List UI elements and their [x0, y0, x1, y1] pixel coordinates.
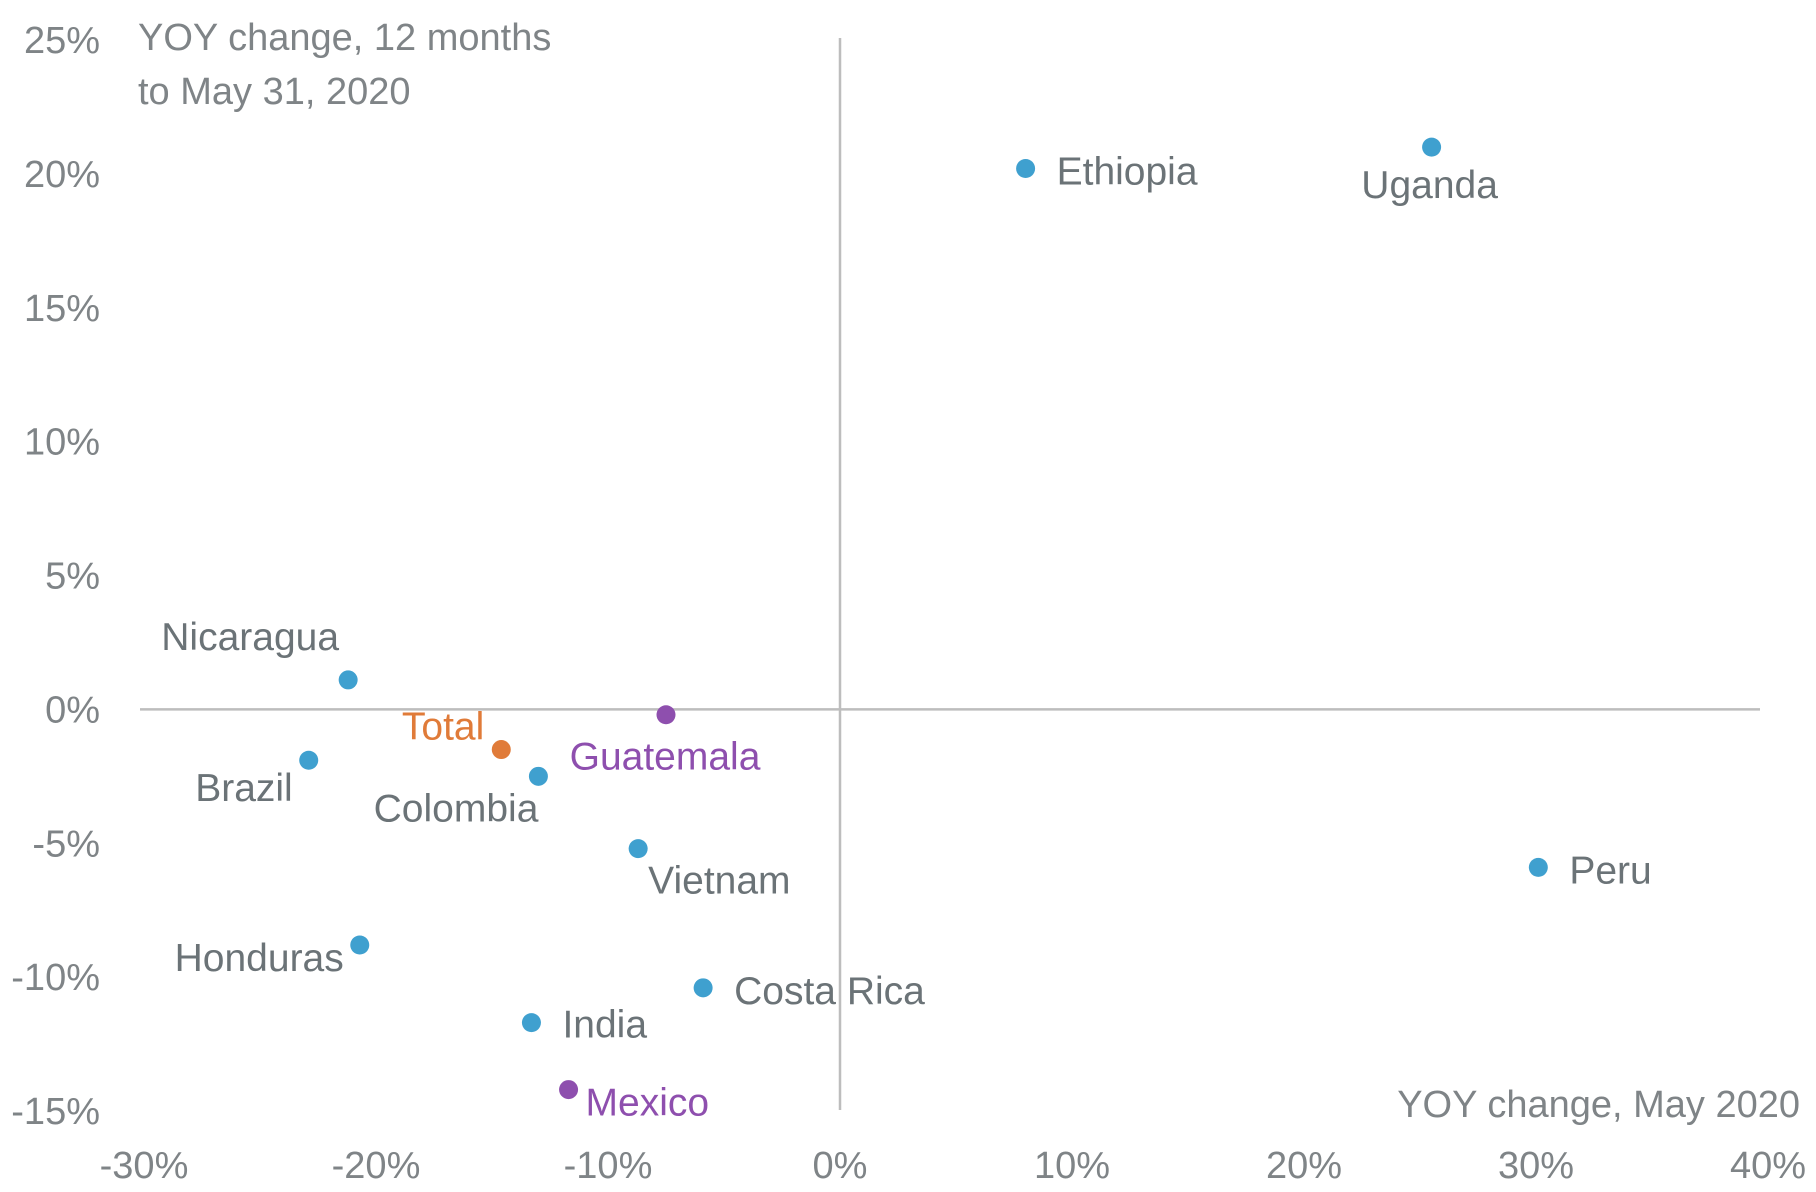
point-label-nicaragua: Nicaragua	[161, 616, 339, 659]
point-vietnam	[628, 839, 648, 859]
y-axis-title-line-1: YOY change, 12 months	[138, 17, 551, 59]
x-tick-label: 20%	[1266, 1145, 1342, 1187]
x-tick-label: 10%	[1034, 1145, 1110, 1187]
point-nicaragua	[338, 670, 358, 690]
point-label-vietnam: Vietnam	[648, 860, 790, 903]
y-axis-title-line-2: to May 31, 2020	[138, 71, 411, 113]
x-tick-label: -20%	[332, 1145, 421, 1187]
point-label-peru: Peru	[1569, 849, 1651, 892]
point-mexico	[559, 1080, 579, 1100]
point-colombia	[528, 766, 548, 786]
y-tick-label: 25%	[24, 20, 100, 62]
point-label-colombia: Colombia	[374, 787, 539, 830]
point-label-mexico: Mexico	[586, 1082, 710, 1125]
y-tick-label: 0%	[45, 689, 100, 731]
x-tick-label: -10%	[564, 1145, 653, 1187]
y-tick-label: -5%	[32, 823, 100, 865]
point-guatemala	[656, 705, 676, 725]
point-label-uganda: Uganda	[1361, 164, 1498, 207]
x-tick-label: 0%	[813, 1145, 868, 1187]
y-tick-label: 10%	[24, 422, 100, 464]
ticks-layer: -30% -20% -10% 0% 10% 20% 30% 40% -15% -10% -5% 0% 5…	[11, 20, 1806, 1187]
point-label-ethiopia: Ethiopia	[1057, 151, 1198, 194]
point-honduras	[350, 935, 370, 955]
point-brazil	[299, 750, 319, 770]
x-tick-label: -30%	[100, 1145, 189, 1187]
y-tick-label: 5%	[45, 556, 100, 598]
y-tick-label: 15%	[24, 288, 100, 330]
point-india	[521, 1013, 541, 1033]
x-tick-label: 30%	[1498, 1145, 1574, 1187]
point-uganda	[1422, 137, 1442, 157]
point-label-brazil: Brazil	[195, 767, 293, 810]
x-tick-label: 40%	[1730, 1145, 1806, 1187]
axes-layer	[140, 38, 1760, 1110]
point-label-india: India	[562, 1004, 647, 1047]
point-label-guatemala: Guatemala	[570, 736, 761, 779]
point-peru	[1528, 857, 1548, 877]
point-label-honduras: Honduras	[175, 937, 344, 980]
point-costa-rica	[693, 978, 713, 998]
x-axis-title: YOY change, May 2020	[1397, 1084, 1800, 1126]
y-tick-label: 20%	[24, 154, 100, 196]
point-label-costa-rica: Costa Rica	[734, 970, 925, 1013]
y-tick-label: -15%	[11, 1091, 100, 1133]
point-total	[491, 740, 511, 760]
point-label-total: Total	[402, 706, 484, 749]
points-layer: Ethiopia Uganda Nicaragua Guatemala Total Bra…	[161, 137, 1652, 1125]
y-tick-label: -10%	[11, 957, 100, 999]
point-ethiopia	[1016, 159, 1036, 179]
